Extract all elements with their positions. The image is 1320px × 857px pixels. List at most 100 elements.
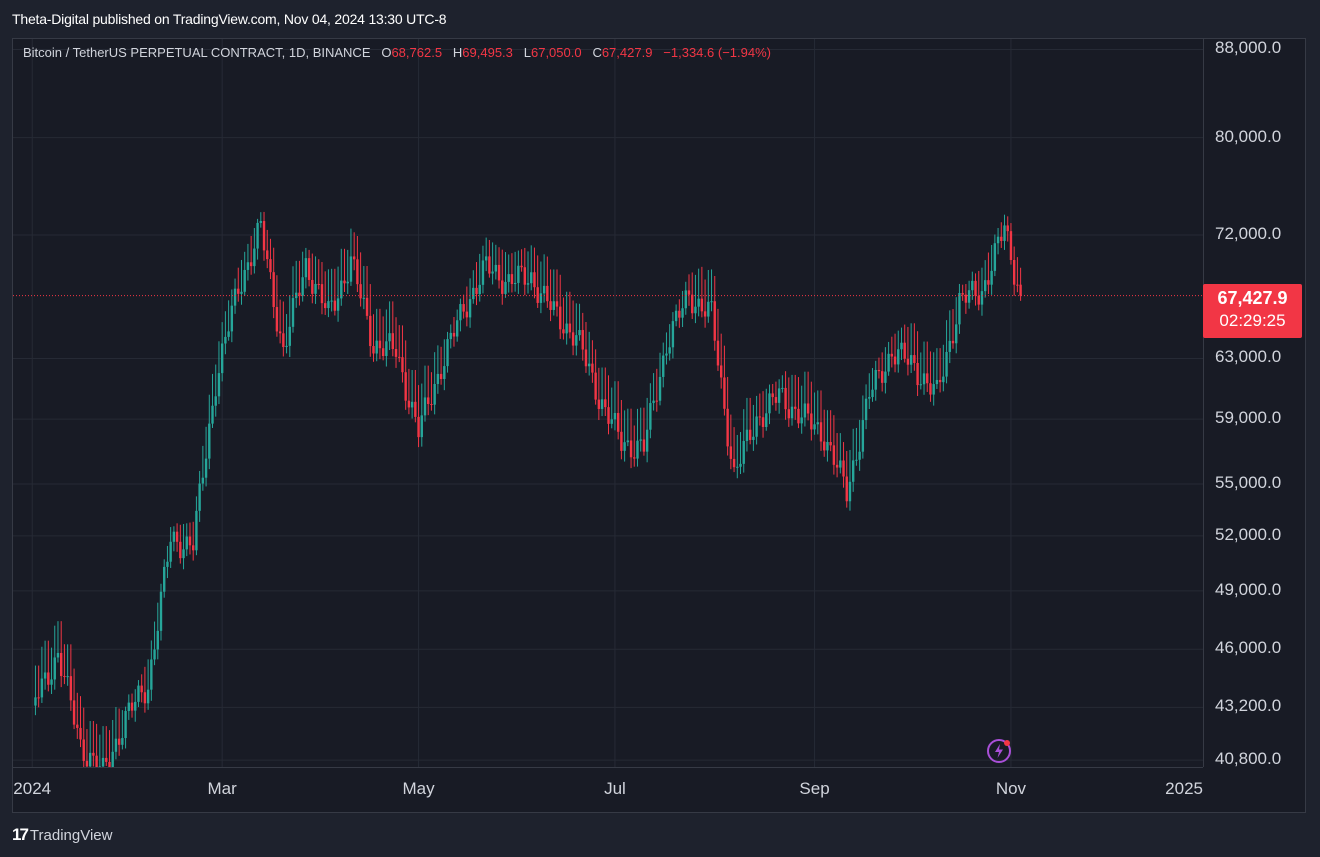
candle <box>526 251 530 294</box>
candle-body <box>53 657 56 680</box>
candle <box>906 326 910 376</box>
candle-body <box>607 407 610 424</box>
candle-body <box>323 303 327 309</box>
candle-body <box>533 272 536 288</box>
legend-low-value: 67,050.0 <box>530 45 582 60</box>
candle-body <box>98 766 102 767</box>
candle-body <box>884 371 887 383</box>
candle-body <box>88 752 92 767</box>
candles-layer <box>34 211 1022 767</box>
candle <box>935 348 939 389</box>
candle <box>1006 216 1009 242</box>
candle-body <box>748 429 752 440</box>
candle-body <box>394 348 398 357</box>
candle-body <box>616 413 620 432</box>
candle <box>662 342 665 388</box>
candle <box>716 308 720 371</box>
candle <box>394 317 398 368</box>
candle-body <box>996 236 1000 244</box>
candle-body <box>359 284 362 299</box>
candle <box>555 269 559 317</box>
footer-branding[interactable]: 17 TradingView <box>12 825 112 845</box>
legend-symbol: Bitcoin / TetherUS PERPETUAL CONTRACT, 1… <box>23 45 371 60</box>
candle <box>552 269 555 316</box>
candle-body <box>256 222 259 249</box>
candle-body <box>752 436 755 440</box>
candle-body <box>639 439 642 441</box>
candle-body <box>694 306 697 314</box>
candle <box>82 707 85 767</box>
candle <box>961 284 964 301</box>
candle <box>34 665 37 716</box>
candle <box>465 286 469 327</box>
candle-body <box>79 727 82 740</box>
candle-body <box>478 284 481 295</box>
candle-body <box>443 366 446 380</box>
candle <box>913 323 916 371</box>
candle <box>729 414 733 470</box>
candle <box>56 621 60 663</box>
candle-body <box>381 348 385 357</box>
lightning-icon[interactable] <box>986 738 1012 764</box>
candle <box>372 314 375 362</box>
candle <box>1019 267 1022 301</box>
candle <box>246 243 250 281</box>
candle <box>233 278 237 314</box>
candle <box>195 496 198 556</box>
candle-body <box>163 566 166 592</box>
price-tick-label: 55,000.0 <box>1215 473 1282 493</box>
candle-body <box>497 264 501 281</box>
candle-body <box>839 460 842 468</box>
candle <box>320 262 324 315</box>
candle-body <box>629 440 633 458</box>
candle-body <box>150 659 153 690</box>
candle <box>980 267 984 316</box>
candle-body <box>700 298 704 312</box>
candle <box>172 526 176 552</box>
candle-body <box>414 401 417 417</box>
candle-body <box>92 752 95 756</box>
candle-body <box>330 300 333 302</box>
candle-body <box>439 373 443 380</box>
legend-open-value: 68,762.5 <box>391 45 443 60</box>
candle <box>523 247 527 296</box>
candle <box>581 312 584 361</box>
price-tick-label: 72,000.0 <box>1215 223 1282 243</box>
plot-area[interactable] <box>13 39 1203 767</box>
candle-body <box>594 372 597 400</box>
candle <box>777 379 781 414</box>
candle <box>253 228 256 274</box>
candlestick-chart[interactable] <box>13 39 1203 767</box>
candle-body <box>880 371 884 383</box>
price-axis[interactable] <box>1203 39 1306 767</box>
candle <box>311 253 314 304</box>
time-axis[interactable] <box>13 767 1203 813</box>
candle <box>880 352 884 392</box>
candle-body <box>604 399 607 408</box>
candle <box>874 360 877 401</box>
time-tick-label: Sep <box>799 779 830 798</box>
candle <box>977 270 980 311</box>
candle <box>871 368 874 402</box>
candle <box>333 268 337 316</box>
candle <box>671 312 675 359</box>
candle <box>1016 257 1019 293</box>
price-tick-label: 80,000.0 <box>1215 126 1282 146</box>
candle <box>85 729 89 767</box>
candle-body <box>130 702 134 711</box>
candle-body <box>50 679 53 685</box>
candle-body <box>191 545 195 551</box>
candle <box>591 340 594 383</box>
candle <box>639 407 642 452</box>
time-tick-label: May <box>402 779 435 798</box>
candle <box>491 242 494 285</box>
candle <box>127 694 131 720</box>
candle <box>188 522 192 555</box>
candle <box>317 259 320 290</box>
candle <box>275 275 279 337</box>
candle <box>121 710 124 750</box>
candle <box>739 432 742 475</box>
candle <box>781 375 784 393</box>
candle-body <box>559 306 562 330</box>
candle <box>259 212 263 228</box>
